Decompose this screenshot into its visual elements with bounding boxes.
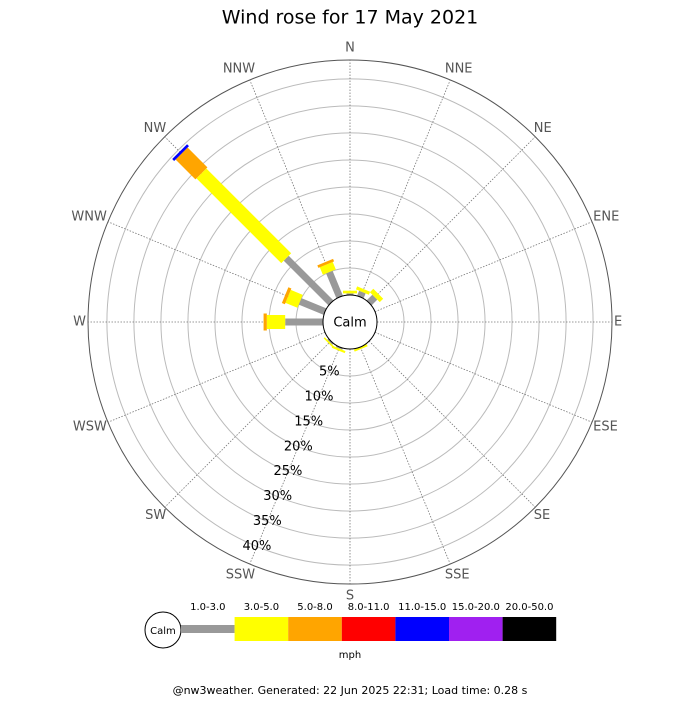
r-tick-label: 10% xyxy=(305,389,334,404)
rose-segment xyxy=(355,286,371,295)
direction-label: SSW xyxy=(226,568,256,583)
rose-segment xyxy=(283,255,334,306)
direction-line xyxy=(374,331,593,423)
rose-segment xyxy=(281,287,292,305)
direction-label: E xyxy=(614,315,622,330)
rose-segment xyxy=(175,147,208,180)
legend: Calm mph 1.0-3.0 3.0-5.0 5.0-8.0 8.0-11.0 11… xyxy=(144,602,557,661)
rose-segment xyxy=(196,168,292,264)
direction-label: SE xyxy=(534,508,550,523)
direction-label: NW xyxy=(144,121,167,136)
direction-label: W xyxy=(73,315,86,330)
legend-label: 15.0-20.0 xyxy=(452,602,500,613)
direction-label: ENE xyxy=(593,210,619,225)
calm-circle xyxy=(322,294,378,350)
grid: N NNE NE ENE E ESE SE SSE S SSW SW WSW W WNW NW NNW 5% 10… xyxy=(71,41,622,604)
direction-line xyxy=(107,331,326,423)
legend-swatch xyxy=(449,617,503,641)
rose-segment xyxy=(357,290,366,299)
legend-swatch xyxy=(341,617,396,641)
direction-label: N xyxy=(345,41,355,56)
rose-segment xyxy=(285,289,303,308)
legend-units: mph xyxy=(339,650,361,661)
direction-line xyxy=(374,221,593,313)
legend-label: 1.0-3.0 xyxy=(190,602,225,613)
legend-label: 5.0-8.0 xyxy=(297,602,332,613)
direction-line xyxy=(359,79,451,298)
footer: @nw3weather. Generated: 22 Jun 2025 22:3… xyxy=(173,684,528,697)
rose-segment xyxy=(369,288,384,303)
direction-line xyxy=(359,346,451,565)
r-tick-label: 35% xyxy=(253,514,282,529)
r-tick-label: 20% xyxy=(284,439,313,454)
rose-segment xyxy=(298,298,327,315)
r-tick-label: 30% xyxy=(263,489,292,504)
rose-segment xyxy=(317,258,335,268)
direction-line xyxy=(249,79,341,298)
direction-line xyxy=(164,340,332,508)
chart-title: Wind rose for 17 May 2021 xyxy=(222,7,479,29)
legend-calm-label: Calm xyxy=(150,626,176,637)
direction-label: WSW xyxy=(73,419,107,434)
legend-label: 11.0-15.0 xyxy=(398,602,446,613)
direction-line xyxy=(368,340,536,508)
legend-swatch xyxy=(234,617,289,641)
bars xyxy=(172,144,384,354)
r-tick-label: 15% xyxy=(294,414,323,429)
direction-label: ESE xyxy=(593,419,618,434)
direction-label: WNW xyxy=(71,210,107,225)
direction-line xyxy=(368,136,536,304)
r-tick-label: 5% xyxy=(319,364,340,379)
legend-swatch xyxy=(395,617,449,641)
direction-label: SW xyxy=(145,508,166,523)
legend-swatch xyxy=(502,617,557,641)
direction-label: SSE xyxy=(445,568,470,583)
rose-segment xyxy=(366,294,378,306)
r-tick-label: 40% xyxy=(243,539,272,554)
rose-segment xyxy=(331,345,346,354)
direction-label: NNW xyxy=(223,61,255,76)
legend-label: 8.0-11.0 xyxy=(348,602,390,613)
direction-line xyxy=(249,346,341,565)
rose-segment xyxy=(323,337,335,349)
legend-label: 20.0-50.0 xyxy=(505,602,553,613)
calm-label: Calm xyxy=(333,316,366,331)
direction-label: S xyxy=(346,589,354,604)
direction-label: NE xyxy=(534,121,552,136)
legend-swatch xyxy=(181,625,235,633)
legend-label: 3.0-5.0 xyxy=(244,602,279,613)
rose-segment xyxy=(172,144,189,161)
rose-segment xyxy=(326,270,343,299)
direction-label: NNE xyxy=(445,61,473,76)
legend-swatch xyxy=(288,617,342,641)
rose-segment xyxy=(319,261,336,275)
r-tick-label: 25% xyxy=(274,464,303,479)
